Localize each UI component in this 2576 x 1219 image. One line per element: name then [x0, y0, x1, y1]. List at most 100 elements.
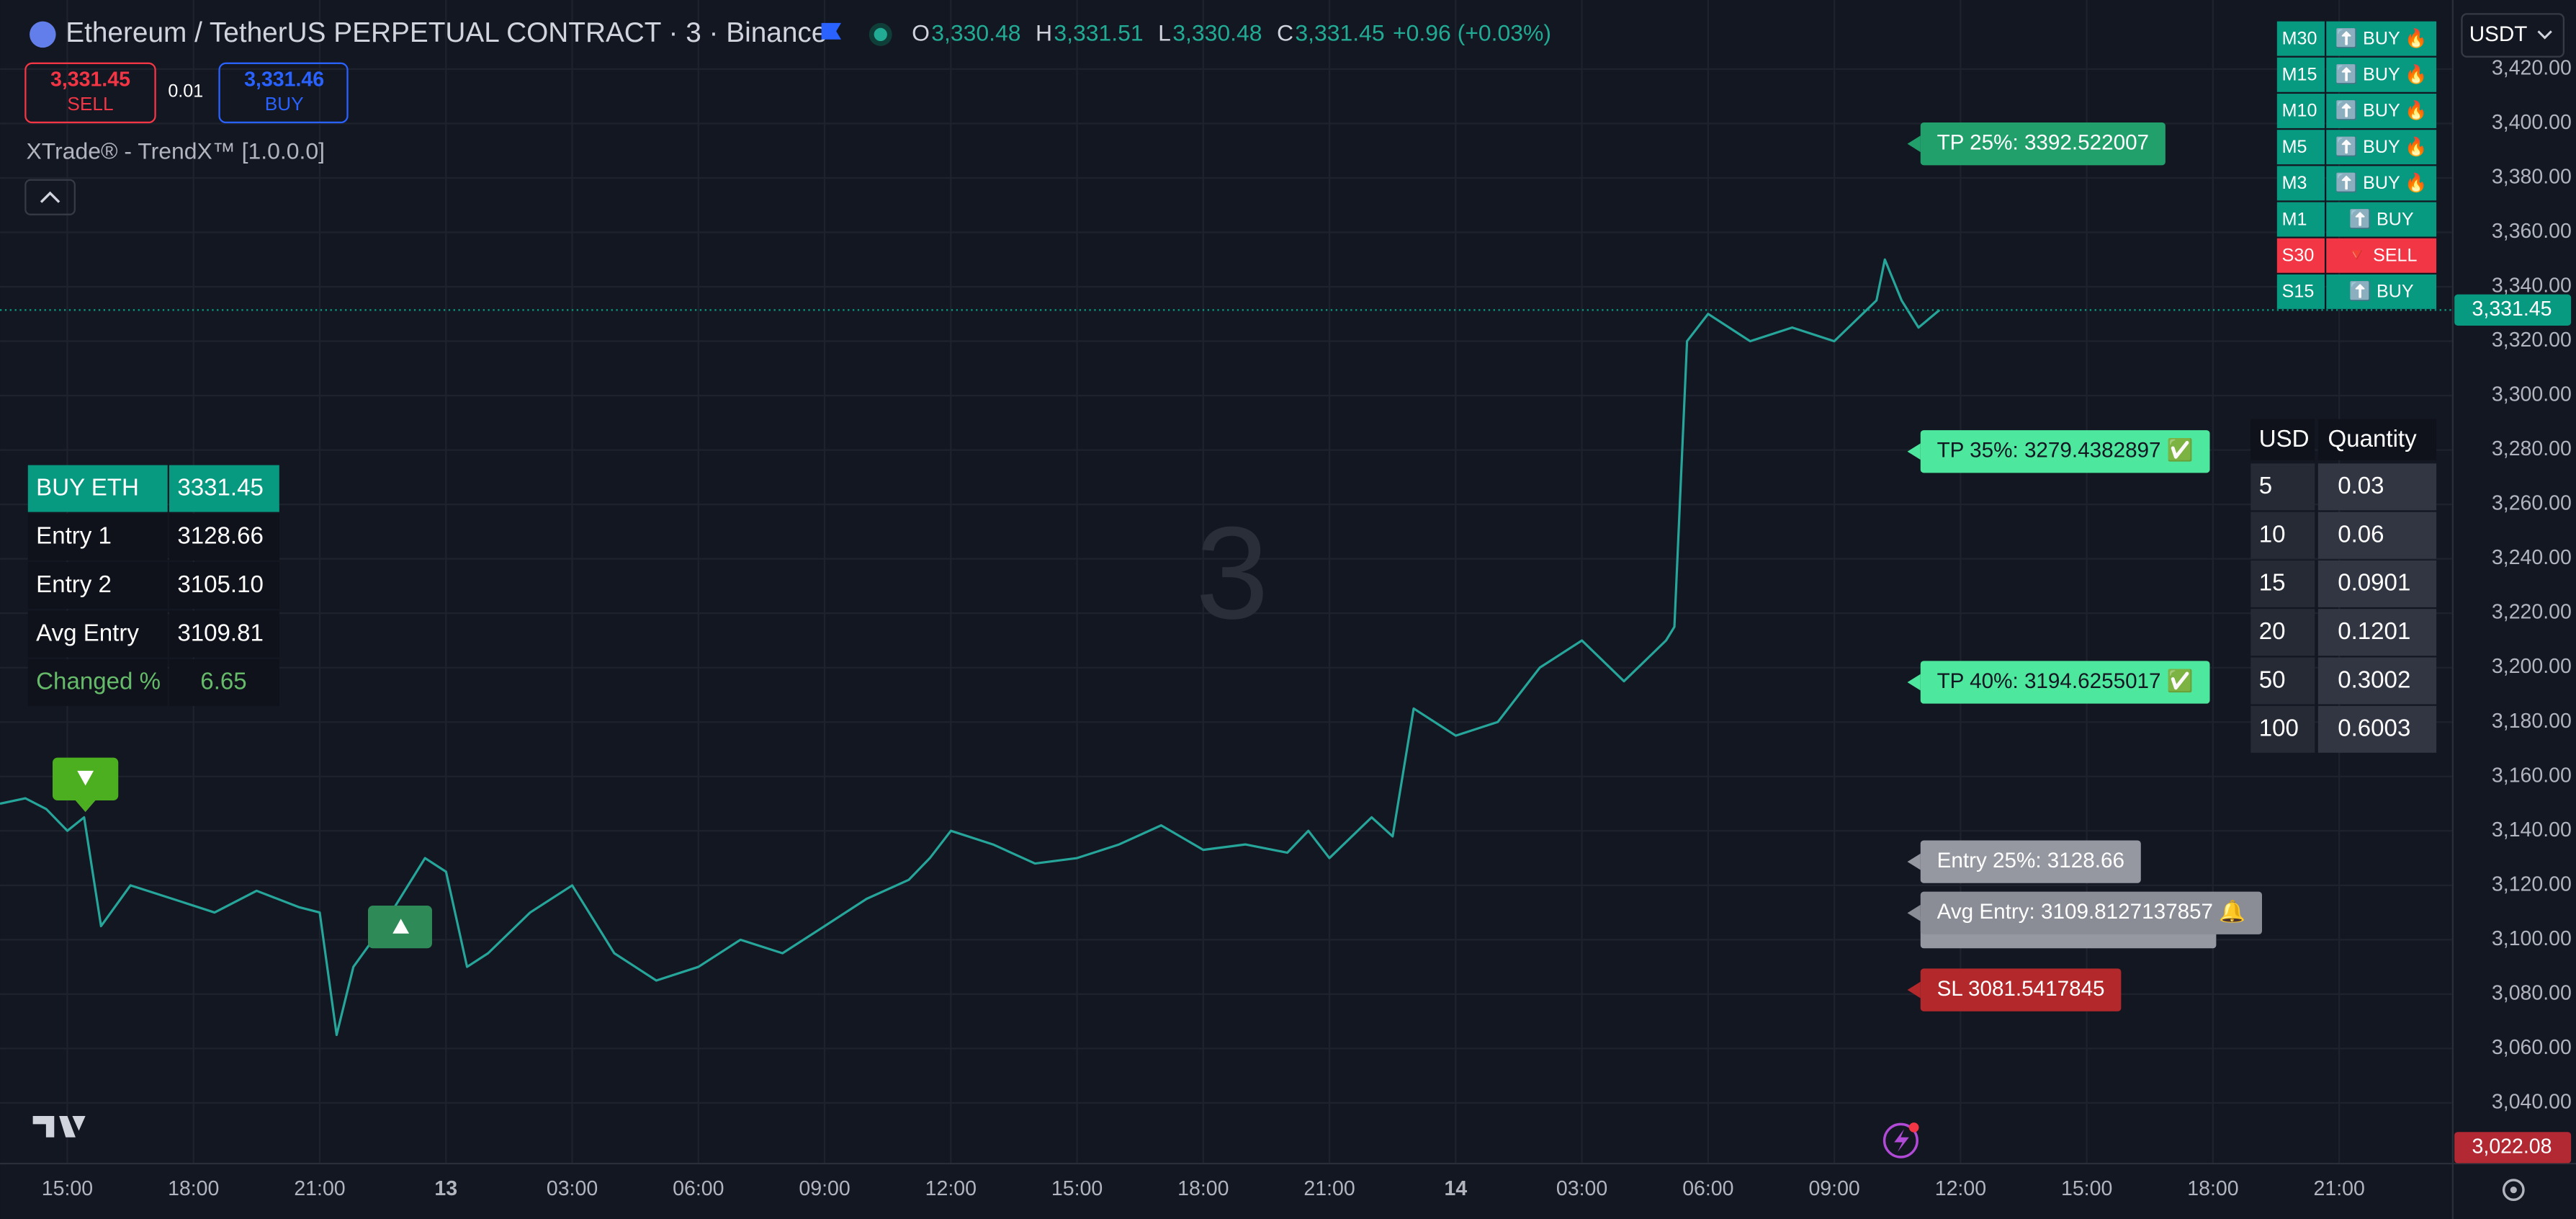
signal-cell: [2326, 166, 2437, 201]
settings-icon-center: [2510, 1187, 2517, 1194]
y-tick-label: 3,300.00: [2492, 383, 2572, 406]
level-label: Avg Entry: 3109.8127137857 🔔: [1937, 900, 2246, 924]
x-tick-label: 06:00: [1682, 1177, 1733, 1200]
y-tick-label: 3,320.00: [2492, 329, 2572, 352]
x-tick-label: 18:00: [2187, 1177, 2238, 1200]
buy-price: 3,331.46: [244, 68, 324, 91]
position-cell: [169, 562, 279, 610]
level-box: [1920, 968, 2122, 1012]
y-tick-label: 3,240.00: [2492, 546, 2572, 569]
y-tick-label: 3,120.00: [2492, 872, 2572, 896]
signal-tf-cell: [2276, 166, 2325, 201]
brand-logo: [32, 1115, 86, 1138]
ohlc-key: C: [1277, 19, 1293, 45]
quantity-text: 5: [2259, 473, 2272, 499]
signal-tf-cell: [2276, 238, 2325, 273]
position-cell: [27, 513, 168, 561]
quantity-header: Quantity: [2328, 426, 2418, 452]
y-tick-label: 3,100.00: [2492, 927, 2572, 950]
ohlc: O 3,330.48 H 3,331.51 L 3,330.48 C 3,331.45 +0.9…: [912, 19, 1551, 45]
level-label: SL 3081.5417845: [1937, 977, 2105, 1001]
position-text: 3128.66: [177, 523, 264, 550]
quantity-text: 15: [2259, 570, 2286, 597]
quantity-text: 100: [2259, 715, 2299, 742]
quantity-text: 0.3002: [2338, 666, 2410, 693]
x-tick-label: 09:00: [1808, 1177, 1859, 1200]
ohlc-value: 3,331.51: [1054, 19, 1143, 45]
plot: [0, 258, 2453, 1037]
y-tick-label: 3,200.00: [2492, 655, 2572, 678]
quantity-cell: [2317, 657, 2437, 705]
y-tick-label: 3,380.00: [2492, 166, 2572, 189]
signal-timeframe: M30: [2282, 28, 2317, 48]
y-tick-label: 3,080.00: [2492, 981, 2572, 1004]
price-line: [0, 258, 1941, 1037]
sell-label: SELL: [67, 93, 113, 115]
quantity-text: 0.03: [2338, 473, 2384, 499]
y-tick-label: 3,140.00: [2492, 818, 2572, 841]
x-tick-label: 21:00: [2314, 1177, 2365, 1200]
currency-chevron: [2537, 30, 2552, 40]
ohlc-value: 3,330.48: [1172, 19, 1262, 45]
grid: [0, 0, 2453, 1164]
quantity-text: 0.1201: [2338, 618, 2410, 645]
currency-dropdown[interactable]: USDT: [2461, 13, 2565, 58]
sell-button[interactable]: 3,331.45 SELL: [24, 62, 156, 124]
sell-price: 3,331.45: [50, 68, 130, 91]
signal-cell: [2326, 57, 2437, 92]
x-tick-label: 14: [1444, 1177, 1467, 1200]
signal-cell: [2326, 202, 2437, 237]
quantity-header-cell: [2250, 419, 2315, 460]
signal-value: ⬆️ BUY 🔥: [2335, 136, 2428, 157]
signal-timeframe: S15: [2282, 282, 2315, 302]
signal-tf-cell: [2276, 130, 2325, 165]
buy-signal-arrow: [392, 919, 410, 934]
x-tick-label: 18:00: [1177, 1177, 1229, 1200]
signal-timeframe: M5: [2282, 137, 2307, 157]
x-tick-label: 03:00: [547, 1177, 598, 1200]
last-price-box: [2454, 294, 2572, 326]
quantity-cell: [2317, 512, 2437, 559]
indicator-title: XTrade® - TrendX™ [1.0.0.0]: [27, 138, 325, 164]
buy-button[interactable]: 3,331.46 BUY: [218, 62, 349, 124]
x-tick-label: 09:00: [799, 1177, 850, 1200]
signal-value: ⬆️ BUY 🔥: [2335, 100, 2428, 121]
symbol-icon: [30, 21, 56, 48]
position-cell: [27, 465, 168, 512]
position-text: 3331.45: [177, 474, 264, 501]
status-dot: [874, 27, 887, 42]
quantity-text: 0.6003: [2338, 715, 2410, 742]
signal-value: ⬆️ BUY 🔥: [2335, 27, 2428, 48]
quantity-cell: [2250, 705, 2315, 753]
x-tick-label: 21:00: [1303, 1177, 1355, 1200]
y-tick-label: 3,160.00: [2492, 764, 2572, 787]
axes: 3,040.00 3,060.00 3,080.00 3,100.00 3,120.00…: [42, 56, 2572, 1200]
quantity-cell: [2317, 705, 2437, 753]
levels: TP 25%: 3392.522007 TP 35%: 3279.4382897 …: [1907, 122, 2262, 1012]
buy-box: [218, 62, 349, 124]
order-quantity[interactable]: 0.01: [168, 81, 203, 101]
y-tick-label: 3,340.00: [2492, 274, 2572, 298]
quantity-cell: [2250, 512, 2315, 559]
level-pointer: [1907, 443, 1921, 460]
symbol-title: Ethereum / TetherUS PERPETUAL CONTRACT ·…: [66, 17, 827, 48]
x-tick-label: 12:00: [1935, 1177, 1986, 1200]
flag-icon: [821, 22, 842, 40]
collapse-button[interactable]: [24, 179, 76, 215]
level-pointer: [1907, 981, 1921, 999]
position-text: Avg Entry: [36, 620, 139, 646]
signal-value: ⬆️ BUY: [2349, 208, 2414, 229]
settings-icon[interactable]: [2502, 1179, 2525, 1202]
currency-box: [2461, 13, 2565, 58]
position-text: BUY ETH: [36, 474, 139, 501]
ohlc-value: 3,331.45: [1295, 19, 1384, 45]
position-text: 6.65: [200, 669, 246, 695]
watermark: 3: [1195, 499, 1269, 646]
signal-cell: [2326, 274, 2437, 309]
level-pointer: [1907, 904, 1921, 921]
level-pointer: [1907, 674, 1921, 691]
alert-icon[interactable]: [1882, 1122, 1918, 1158]
level-box: [1920, 430, 2210, 473]
x-tick-label: 03:00: [1556, 1177, 1607, 1200]
quantity-header: USD: [2259, 426, 2310, 452]
